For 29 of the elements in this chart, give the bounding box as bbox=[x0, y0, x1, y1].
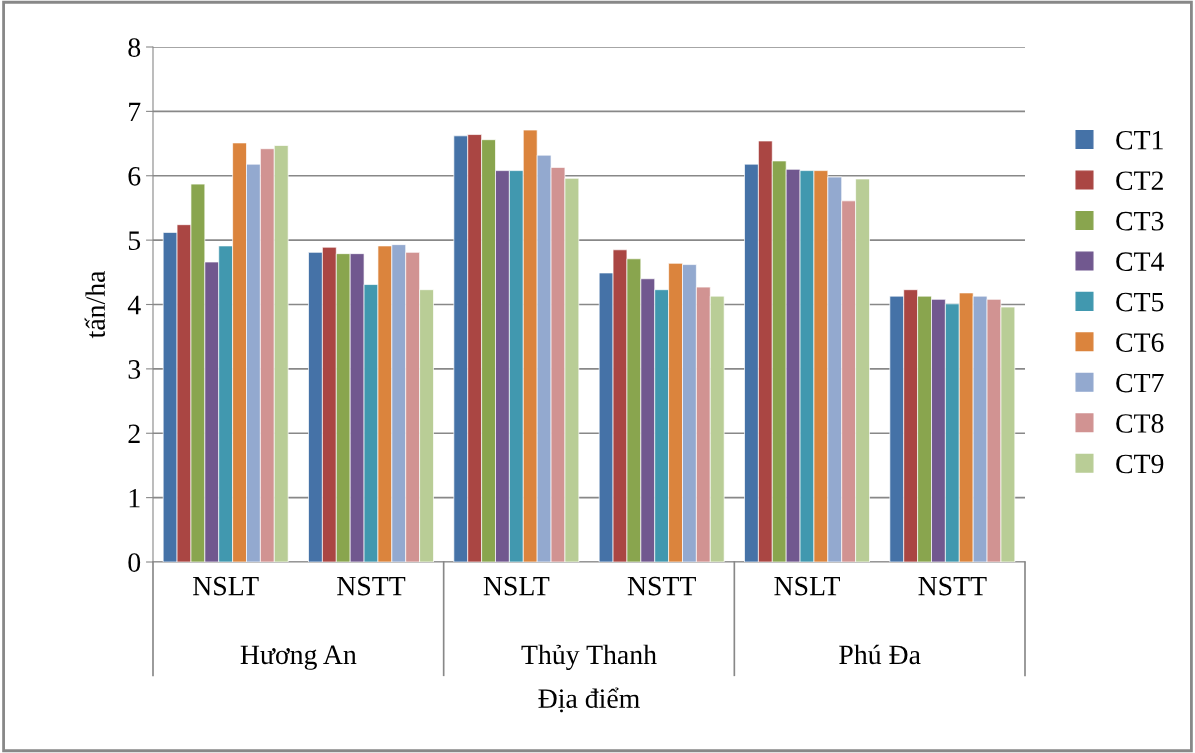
y-tick-label: 0 bbox=[128, 553, 141, 572]
legend-label: CT5 bbox=[1116, 292, 1164, 312]
y-tick-label: 7 bbox=[129, 102, 141, 122]
y-tick-label: 1 bbox=[129, 488, 140, 508]
x-tick-label: NSTT bbox=[918, 576, 987, 596]
x-tick-label: NSLT bbox=[774, 576, 840, 596]
x-axis-title: Địa điểm bbox=[538, 687, 640, 713]
legend-label: CT9 bbox=[1116, 454, 1164, 474]
y-tick-label: 3 bbox=[128, 360, 141, 379]
text: Hương An bbox=[240, 645, 357, 670]
legend-label: CT3 bbox=[1116, 211, 1164, 231]
text: Thủy Thanh bbox=[521, 644, 657, 670]
y-tick-label: 6 bbox=[128, 166, 141, 186]
y-tick-label: 2 bbox=[128, 424, 140, 443]
x-tick-label: NSLT bbox=[193, 576, 259, 596]
x-tick-label: NSTT bbox=[337, 576, 406, 596]
legend-label: CT2 bbox=[1116, 171, 1163, 191]
legend-label: CT7 bbox=[1116, 373, 1164, 393]
y-tick-label: 4 bbox=[127, 295, 141, 315]
legend-label: CT4 bbox=[1116, 252, 1164, 271]
legend-label: CT8 bbox=[1116, 414, 1164, 433]
y-axis-title: tấn/ha bbox=[84, 270, 105, 339]
x-tick-label: NSTT bbox=[627, 576, 696, 596]
legend-label: CT6 bbox=[1116, 333, 1164, 352]
text: Phú Đa bbox=[839, 644, 921, 665]
y-tick-label: 5 bbox=[128, 231, 141, 251]
legend-label: CT1 bbox=[1116, 130, 1163, 150]
y-tick-label: 8 bbox=[128, 38, 141, 57]
x-tick-label: NSLT bbox=[483, 576, 550, 596]
